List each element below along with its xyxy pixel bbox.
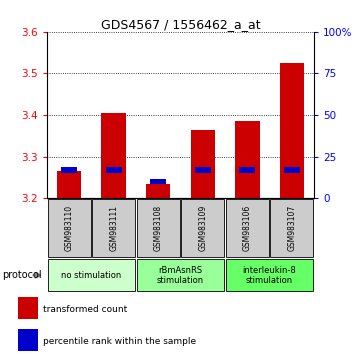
Bar [18, 329, 38, 351]
Bar [284, 167, 300, 173]
Bar [137, 199, 180, 257]
Title: GDS4567 / 1556462_a_at: GDS4567 / 1556462_a_at [101, 18, 260, 31]
Text: GSM983108: GSM983108 [154, 205, 163, 251]
Text: rBmAsnRS
stimulation: rBmAsnRS stimulation [157, 266, 204, 285]
Bar [226, 199, 269, 257]
Text: percentile rank within the sample: percentile rank within the sample [43, 337, 196, 346]
Bar [239, 167, 255, 173]
Text: no stimulation: no stimulation [61, 271, 122, 280]
Bar [101, 113, 126, 198]
Text: GSM983109: GSM983109 [198, 205, 207, 251]
Text: GSM983106: GSM983106 [243, 205, 252, 251]
Bar [57, 171, 82, 198]
Bar [48, 199, 91, 257]
Bar [181, 199, 224, 257]
Bar [270, 199, 313, 257]
Bar [18, 297, 38, 319]
Bar [279, 63, 304, 198]
Bar [191, 130, 215, 198]
Bar [146, 184, 170, 198]
Bar [106, 167, 122, 173]
Bar [61, 167, 77, 173]
Bar [92, 199, 135, 257]
Text: GSM983110: GSM983110 [65, 205, 74, 251]
Text: GSM983107: GSM983107 [287, 205, 296, 251]
Bar [235, 121, 260, 198]
Text: GSM983111: GSM983111 [109, 205, 118, 251]
Bar [137, 259, 224, 291]
Bar [226, 259, 313, 291]
Bar [150, 179, 166, 184]
Text: protocol: protocol [2, 270, 42, 280]
Text: transformed count: transformed count [43, 305, 127, 314]
Bar [195, 167, 211, 173]
Text: interleukin-8
stimulation: interleukin-8 stimulation [243, 266, 296, 285]
Bar [48, 259, 135, 291]
